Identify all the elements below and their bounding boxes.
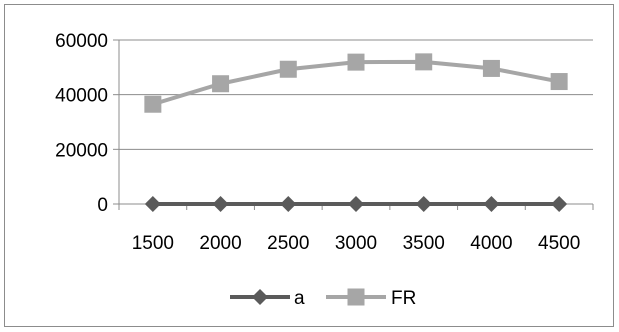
legend-marker-a	[252, 289, 268, 305]
data-point-fr	[482, 59, 500, 77]
chart-frame	[4, 4, 614, 327]
data-point-fr	[279, 60, 297, 78]
data-point-fr	[550, 73, 568, 91]
data-point-a	[280, 196, 297, 212]
tick-labels: 0 20000 40000 60000 1500 2000 2500 3000 3500 4000…	[55, 31, 580, 254]
x-tick-label: 2000	[199, 233, 241, 254]
data-point-a	[415, 196, 432, 212]
x-tick-label: 3000	[335, 233, 377, 254]
x-tick-label: 4000	[470, 233, 512, 254]
x-tick-label: 3500	[403, 233, 445, 254]
y-tick-label: 20000	[55, 140, 108, 161]
legend-item-a: a	[230, 288, 305, 309]
legend-item-fr: FR	[326, 288, 416, 309]
y-tick-label: 40000	[55, 86, 108, 107]
data-point-a	[212, 196, 229, 212]
y-tick-label: 0	[97, 195, 108, 216]
x-tick-label: 2500	[267, 233, 309, 254]
data-point-fr	[415, 53, 433, 71]
legend: a FR	[230, 288, 416, 309]
grid-lines	[119, 39, 593, 150]
data-point-a	[551, 196, 568, 212]
data-point-a	[483, 196, 500, 212]
x-tick-label: 4500	[538, 233, 580, 254]
series-layer	[144, 53, 568, 212]
data-point-a	[348, 196, 364, 212]
data-point-fr	[212, 75, 230, 93]
legend-label-a: a	[294, 288, 305, 309]
y-tick-label: 60000	[55, 31, 108, 52]
data-point-a	[144, 196, 161, 212]
data-point-fr	[347, 53, 365, 71]
x-tick-label: 1500	[132, 233, 174, 254]
legend-marker-fr	[347, 288, 365, 306]
legend-label-fr: FR	[391, 288, 416, 309]
data-point-fr	[144, 95, 162, 113]
